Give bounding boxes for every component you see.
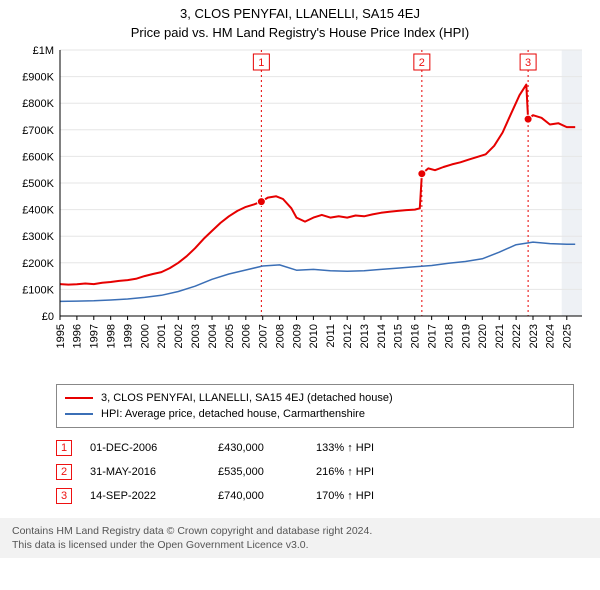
svg-text:2020: 2020: [477, 324, 489, 348]
marker-badge: 1: [56, 440, 72, 456]
svg-text:1998: 1998: [106, 324, 118, 348]
svg-text:2008: 2008: [274, 324, 286, 348]
svg-text:£800K: £800K: [22, 98, 54, 110]
marker-price: £535,000: [218, 466, 298, 478]
svg-text:2: 2: [419, 57, 425, 69]
legend-row: 3, CLOS PENYFAI, LLANELLI, SA15 4EJ (det…: [65, 390, 565, 406]
svg-text:2002: 2002: [173, 324, 185, 348]
svg-text:2010: 2010: [308, 324, 320, 348]
svg-text:£400K: £400K: [22, 205, 54, 217]
svg-text:£200K: £200K: [22, 258, 54, 270]
chart-title-sub: Price paid vs. HM Land Registry's House …: [0, 21, 600, 44]
chart-title-address: 3, CLOS PENYFAI, LLANELLI, SA15 4EJ: [0, 0, 600, 21]
marker-pct: 170% ↑ HPI: [316, 490, 374, 502]
footer-attribution: Contains HM Land Registry data © Crown c…: [0, 518, 600, 558]
svg-text:2019: 2019: [460, 324, 472, 348]
svg-text:2023: 2023: [528, 324, 540, 348]
footer-line2: This data is licensed under the Open Gov…: [12, 538, 588, 552]
svg-text:2004: 2004: [207, 324, 219, 348]
svg-text:£0: £0: [42, 311, 54, 323]
svg-text:2012: 2012: [342, 324, 354, 348]
svg-text:2016: 2016: [410, 324, 422, 348]
svg-text:2024: 2024: [545, 324, 557, 348]
marker-date: 14-SEP-2022: [90, 490, 200, 502]
marker-badge: 2: [56, 464, 72, 480]
svg-text:£700K: £700K: [22, 125, 54, 137]
svg-text:2009: 2009: [291, 324, 303, 348]
marker-price: £430,000: [218, 442, 298, 454]
marker-row: 1 01-DEC-2006 £430,000 133% ↑ HPI: [56, 436, 574, 460]
svg-text:2001: 2001: [156, 324, 168, 348]
svg-text:2022: 2022: [511, 324, 523, 348]
marker-pct: 133% ↑ HPI: [316, 442, 374, 454]
svg-text:£100K: £100K: [22, 284, 54, 296]
marker-date: 01-DEC-2006: [90, 442, 200, 454]
svg-text:2018: 2018: [443, 324, 455, 348]
svg-text:1997: 1997: [89, 324, 101, 348]
legend-row: HPI: Average price, detached house, Carm…: [65, 406, 565, 422]
svg-text:1995: 1995: [55, 324, 67, 348]
svg-text:£1M: £1M: [33, 45, 54, 57]
legend-swatch: [65, 397, 93, 399]
svg-text:1999: 1999: [122, 324, 134, 348]
svg-text:2003: 2003: [190, 324, 202, 348]
svg-text:2007: 2007: [258, 324, 270, 348]
svg-text:2005: 2005: [224, 324, 236, 348]
svg-text:1: 1: [258, 57, 264, 69]
svg-text:2015: 2015: [393, 324, 405, 348]
svg-text:1996: 1996: [72, 324, 84, 348]
marker-price: £740,000: [218, 490, 298, 502]
svg-text:£300K: £300K: [22, 231, 54, 243]
marker-table: 1 01-DEC-2006 £430,000 133% ↑ HPI 2 31-MAY-20…: [56, 436, 574, 508]
svg-text:2017: 2017: [427, 324, 439, 348]
marker-row: 2 31-MAY-2016 £535,000 216% ↑ HPI: [56, 460, 574, 484]
price-chart: £0 £100K £200K £300K £400K £500K £600K £700K £80…: [10, 44, 590, 374]
marker-date: 31-MAY-2016: [90, 466, 200, 478]
svg-text:£500K: £500K: [22, 178, 54, 190]
footer-line1: Contains HM Land Registry data © Crown c…: [12, 524, 588, 538]
legend-label: HPI: Average price, detached house, Carm…: [101, 408, 365, 420]
legend-label: 3, CLOS PENYFAI, LLANELLI, SA15 4EJ (det…: [101, 392, 393, 404]
svg-text:2000: 2000: [139, 324, 151, 348]
marker-badge: 3: [56, 488, 72, 504]
chart-svg: £0 £100K £200K £300K £400K £500K £600K £700K £80…: [10, 44, 590, 374]
svg-text:2021: 2021: [494, 324, 506, 348]
svg-text:£900K: £900K: [22, 72, 54, 84]
svg-text:2014: 2014: [376, 324, 388, 348]
svg-text:2013: 2013: [359, 324, 371, 348]
svg-text:2011: 2011: [325, 324, 337, 348]
legend-swatch: [65, 413, 93, 415]
svg-text:3: 3: [525, 57, 531, 69]
marker-pct: 216% ↑ HPI: [316, 466, 374, 478]
svg-text:2025: 2025: [562, 324, 574, 348]
svg-text:£600K: £600K: [22, 151, 54, 163]
svg-text:2006: 2006: [241, 324, 253, 348]
marker-row: 3 14-SEP-2022 £740,000 170% ↑ HPI: [56, 484, 574, 508]
legend: 3, CLOS PENYFAI, LLANELLI, SA15 4EJ (det…: [56, 384, 574, 428]
